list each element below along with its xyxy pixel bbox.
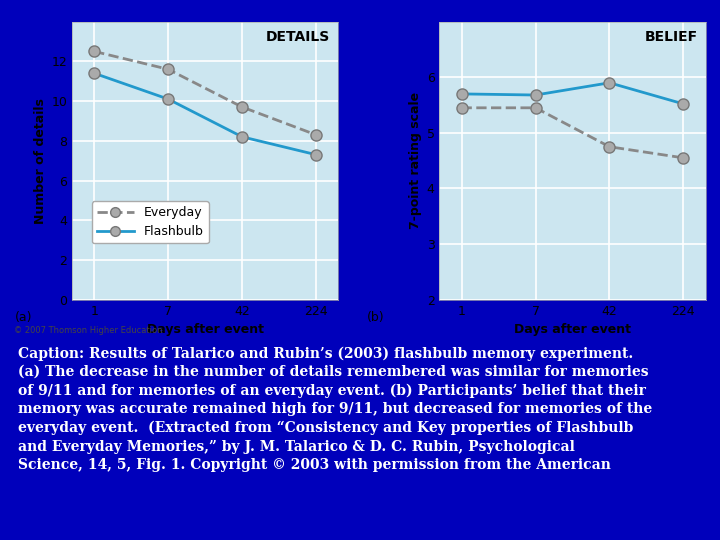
Legend: Everyday, Flashbulb: Everyday, Flashbulb <box>91 201 209 244</box>
Text: Caption: Results of Talarico and Rubin’s (2003) flashbulb memory experiment.
(a): Caption: Results of Talarico and Rubin’s… <box>18 346 652 472</box>
X-axis label: Days after event: Days after event <box>514 323 631 336</box>
Text: (b): (b) <box>367 311 384 325</box>
Text: DETAILS: DETAILS <box>266 30 330 44</box>
X-axis label: Days after event: Days after event <box>147 323 264 336</box>
Y-axis label: 7-point rating scale: 7-point rating scale <box>410 92 423 229</box>
Y-axis label: Number of details: Number of details <box>34 98 47 224</box>
Text: © 2007 Thomson Higher Education: © 2007 Thomson Higher Education <box>14 326 163 335</box>
Text: (a): (a) <box>14 311 32 325</box>
Text: BELIEF: BELIEF <box>644 30 698 44</box>
